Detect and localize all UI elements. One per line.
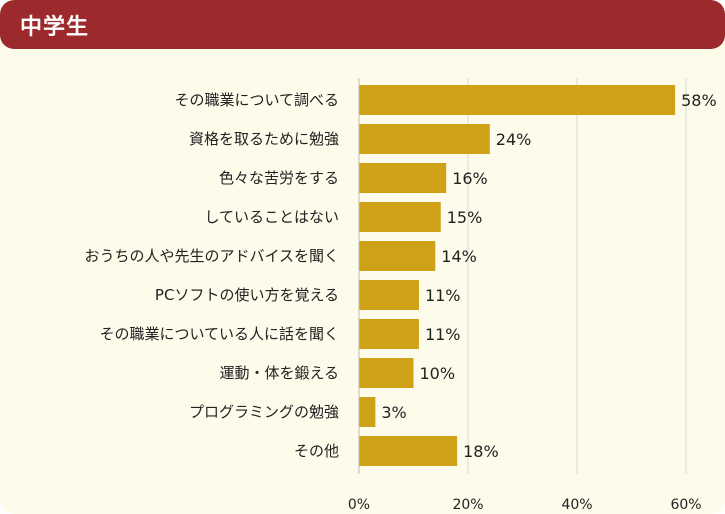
x-tick-label: 60% — [670, 497, 701, 513]
chart-header: 中学生 — [0, 0, 725, 49]
bar — [359, 241, 436, 271]
category-label: 資格を取るために勉強 — [189, 130, 339, 148]
bar — [359, 85, 676, 115]
category-label: その他 — [294, 442, 339, 460]
bar — [359, 280, 419, 310]
data-label: 58% — [681, 91, 717, 110]
data-label: 3% — [381, 403, 406, 422]
bar — [359, 358, 414, 388]
bar — [359, 319, 419, 349]
category-label: おうちの人や先生のアドバイスを聞く — [84, 247, 339, 265]
data-label: 16% — [452, 169, 488, 188]
bar — [359, 124, 490, 154]
category-label: プログラミングの勉強 — [189, 403, 339, 421]
x-tick-label: 40% — [561, 497, 592, 513]
category-label: していることはない — [204, 208, 339, 226]
data-label: 10% — [420, 364, 456, 383]
chart-title: 中学生 — [20, 15, 90, 40]
category-label: その職業について調べる — [174, 91, 339, 109]
data-label: 15% — [447, 208, 483, 227]
category-label: 色々な苦労をする — [219, 169, 339, 187]
bar — [359, 397, 376, 427]
bar — [359, 202, 441, 232]
category-label: その職業についている人に話を聞く — [99, 325, 339, 343]
bar — [359, 436, 458, 466]
data-label: 18% — [463, 442, 499, 461]
category-label: PCソフトの使い方を覚える — [155, 286, 339, 304]
data-label: 11% — [425, 325, 461, 344]
x-tick-label: 20% — [452, 497, 483, 513]
data-label: 24% — [496, 130, 532, 149]
data-label: 11% — [425, 286, 461, 305]
data-label: 14% — [441, 247, 477, 266]
bar — [359, 163, 447, 193]
category-label: 運動・体を鍛える — [219, 364, 339, 382]
x-tick-label: 0% — [348, 497, 370, 513]
